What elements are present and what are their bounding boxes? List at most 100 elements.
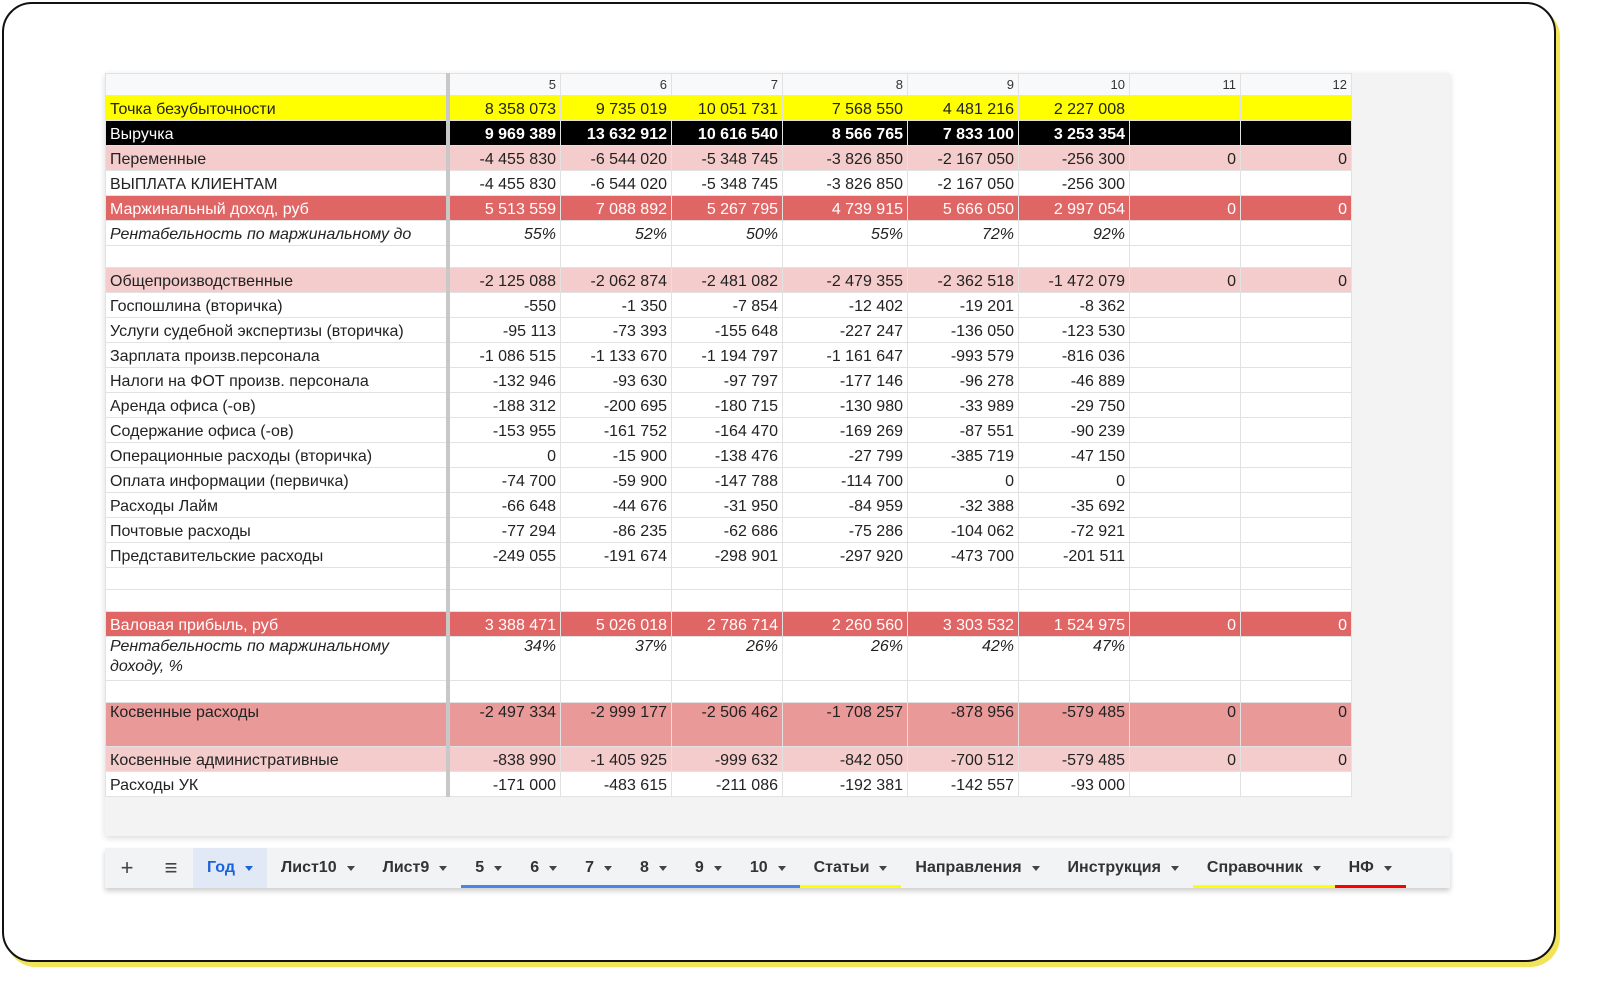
cell[interactable]: [1018, 567, 1130, 590]
cell[interactable]: -31 950: [671, 492, 783, 518]
cell[interactable]: 0: [447, 442, 561, 468]
cell[interactable]: -838 990: [447, 746, 561, 772]
cell[interactable]: -114 700: [782, 467, 908, 493]
cell[interactable]: 0: [1129, 145, 1241, 171]
cell[interactable]: -75 286: [782, 517, 908, 543]
cell[interactable]: -44 676: [560, 492, 672, 518]
cell[interactable]: -2 506 462: [671, 702, 783, 747]
row-label[interactable]: Переменные: [105, 145, 450, 171]
cell[interactable]: [1129, 542, 1241, 568]
cell[interactable]: -84 959: [782, 492, 908, 518]
cell[interactable]: [1129, 467, 1241, 493]
cell[interactable]: [782, 589, 908, 612]
cell[interactable]: [782, 245, 908, 268]
cell[interactable]: [1129, 492, 1241, 518]
sheet-tab[interactable]: Год: [193, 848, 267, 888]
cell[interactable]: [1129, 245, 1241, 268]
row-label[interactable]: [105, 589, 450, 612]
cell[interactable]: 5 666 050: [907, 195, 1019, 221]
row-label[interactable]: ВЫПЛАТА КЛИЕНТАМ: [105, 170, 450, 196]
row-label[interactable]: Госпошлина (вторичка): [105, 292, 450, 318]
cell[interactable]: [447, 245, 561, 268]
cell[interactable]: -5 348 745: [671, 170, 783, 196]
column-header[interactable]: 12: [1240, 73, 1352, 96]
cell[interactable]: [782, 680, 908, 703]
sheet-tab[interactable]: 5: [461, 848, 517, 888]
cell[interactable]: -35 692: [1018, 492, 1130, 518]
cell[interactable]: 34%: [447, 636, 561, 681]
sheet-tab[interactable]: Лист9: [369, 848, 462, 888]
cell[interactable]: [560, 680, 672, 703]
cell[interactable]: [560, 245, 672, 268]
cell[interactable]: 9 969 389: [447, 120, 561, 146]
cell[interactable]: -2 125 088: [447, 267, 561, 293]
cell[interactable]: [1018, 245, 1130, 268]
cell[interactable]: [1129, 771, 1241, 797]
cell[interactable]: 0: [907, 467, 1019, 493]
cell[interactable]: [1018, 680, 1130, 703]
cell[interactable]: 7 568 550: [782, 95, 908, 121]
cell[interactable]: [1240, 417, 1352, 443]
cell[interactable]: -191 674: [560, 542, 672, 568]
cell[interactable]: -2 062 874: [560, 267, 672, 293]
cell[interactable]: -46 889: [1018, 367, 1130, 393]
cell[interactable]: [671, 680, 783, 703]
cell[interactable]: -473 700: [907, 542, 1019, 568]
cell[interactable]: [560, 567, 672, 590]
cell[interactable]: -5 348 745: [671, 145, 783, 171]
cell[interactable]: -47 150: [1018, 442, 1130, 468]
cell[interactable]: [1240, 680, 1352, 703]
cell[interactable]: 0: [1240, 746, 1352, 772]
cell[interactable]: 1 524 975: [1018, 611, 1130, 637]
cell[interactable]: -8 362: [1018, 292, 1130, 318]
cell[interactable]: [1129, 392, 1241, 418]
cell[interactable]: -1 708 257: [782, 702, 908, 747]
cell[interactable]: 13 632 912: [560, 120, 672, 146]
cell[interactable]: 0: [1240, 702, 1352, 747]
cell[interactable]: -15 900: [560, 442, 672, 468]
cell[interactable]: -132 946: [447, 367, 561, 393]
cell[interactable]: -2 167 050: [907, 170, 1019, 196]
cell[interactable]: [1240, 636, 1352, 681]
cell[interactable]: -1 194 797: [671, 342, 783, 368]
cell[interactable]: 5 026 018: [560, 611, 672, 637]
cell[interactable]: -1 350: [560, 292, 672, 318]
cell[interactable]: 0: [1129, 702, 1241, 747]
cell[interactable]: [1129, 636, 1241, 681]
cell[interactable]: [1240, 220, 1352, 246]
cell[interactable]: 2 227 008: [1018, 95, 1130, 121]
cell[interactable]: -164 470: [671, 417, 783, 443]
cell[interactable]: 10 051 731: [671, 95, 783, 121]
cell[interactable]: 0: [1129, 746, 1241, 772]
column-header[interactable]: 6: [560, 73, 672, 96]
cell[interactable]: 0: [1240, 267, 1352, 293]
row-label[interactable]: Операционные расходы (вторичка): [105, 442, 450, 468]
row-label[interactable]: Расходы Лайм: [105, 492, 450, 518]
row-label[interactable]: Общепроизводственные: [105, 267, 450, 293]
cell[interactable]: -171 000: [447, 771, 561, 797]
cell[interactable]: [1240, 517, 1352, 543]
cell[interactable]: -878 956: [907, 702, 1019, 747]
row-label[interactable]: Косвенные административные: [105, 746, 450, 772]
cell[interactable]: [1240, 567, 1352, 590]
cell[interactable]: -2 479 355: [782, 267, 908, 293]
cell[interactable]: -6 544 020: [560, 145, 672, 171]
cell[interactable]: 0: [1129, 267, 1241, 293]
cell[interactable]: [671, 589, 783, 612]
row-label[interactable]: Валовая прибыль, руб: [105, 611, 450, 637]
cell[interactable]: -155 648: [671, 317, 783, 343]
cell[interactable]: [1129, 417, 1241, 443]
sheet-tab[interactable]: Справочник: [1192, 848, 1335, 888]
cell[interactable]: -201 511: [1018, 542, 1130, 568]
cell[interactable]: [1240, 492, 1352, 518]
cell[interactable]: -2 362 518: [907, 267, 1019, 293]
cell[interactable]: [907, 589, 1019, 612]
cell[interactable]: [907, 245, 1019, 268]
cell[interactable]: -138 476: [671, 442, 783, 468]
row-label[interactable]: [105, 680, 450, 703]
cell[interactable]: -3 826 850: [782, 145, 908, 171]
cell[interactable]: 50%: [671, 220, 783, 246]
cell[interactable]: [1240, 467, 1352, 493]
cell[interactable]: -4 455 830: [447, 145, 561, 171]
cell[interactable]: -7 854: [671, 292, 783, 318]
